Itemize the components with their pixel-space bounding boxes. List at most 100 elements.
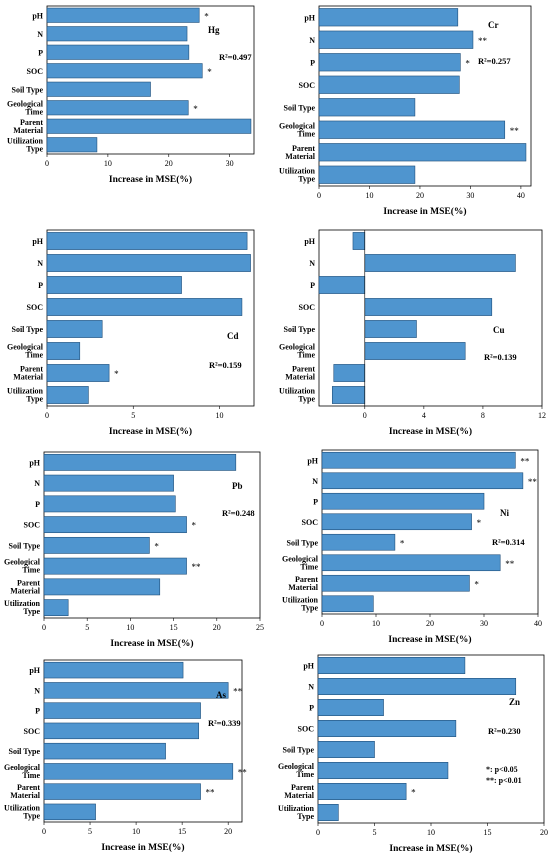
bar-parent-material: [46, 364, 110, 382]
category-label: pH: [29, 666, 40, 675]
bar-ph: [318, 8, 459, 27]
bar-utilization-type: [331, 386, 366, 404]
bar-soc: [364, 298, 493, 316]
category-label: Soil Type: [284, 103, 316, 112]
x-tick-label: 10: [216, 411, 224, 420]
element-label: Pb: [232, 481, 243, 491]
x-tick-label: 15: [484, 828, 492, 837]
x-tick-label: 4: [422, 411, 426, 420]
category-label: Parent Material: [10, 578, 41, 595]
category-label: SOC: [299, 81, 316, 90]
bar-soil-type: [46, 81, 151, 97]
bar-n: [321, 472, 524, 490]
x-tick-label: 0: [45, 411, 49, 420]
category-label: P: [309, 704, 314, 713]
x-axis-label: Increase in MSE(%): [388, 634, 471, 645]
chart-panel-cr: pH N ** P * SOC Soil Type Geological Time ** Paren…: [279, 5, 532, 217]
r-squared-label: R²=0.230: [488, 726, 521, 736]
x-tick-label: 20: [165, 159, 173, 168]
bar-n: [364, 254, 516, 272]
category-label: P: [310, 281, 315, 290]
bar-utilization-type: [43, 599, 69, 617]
significance-mark: *: [400, 538, 405, 548]
category-label: Utilization Type: [278, 804, 315, 821]
x-tick-label: 10: [372, 619, 380, 628]
plot-frame: [43, 659, 243, 823]
category-label: P: [310, 58, 315, 67]
bar-geological-time: [43, 763, 234, 780]
significance-mark: *: [193, 104, 198, 114]
bar-geological-time: [46, 100, 189, 116]
x-axis-label: Increase in MSE(%): [101, 842, 184, 853]
bar-p: [43, 702, 201, 719]
x-tick-label: 5: [88, 827, 92, 836]
bar-soil-type: [364, 320, 417, 338]
bar-geological-time: [46, 342, 81, 360]
x-tick-label: 0: [317, 191, 321, 200]
x-tick-label: 10: [427, 828, 435, 837]
x-tick-label: 20: [416, 191, 424, 200]
x-tick-label: 30: [480, 619, 488, 628]
bar-p: [46, 276, 182, 294]
category-label: pH: [304, 237, 315, 246]
category-label: Soil Type: [9, 747, 41, 756]
category-label: Utilization Type: [4, 803, 41, 820]
category-label: pH: [29, 458, 40, 467]
element-label: Cu: [493, 325, 505, 335]
chart-panel-hg: pH * NP SOC * Soil Type Geological Time * Parent M…: [7, 5, 255, 185]
category-label: Utilization Type: [279, 166, 316, 183]
bar-soil-type: [321, 533, 396, 551]
bar-p: [321, 492, 485, 510]
category-label: Soil Type: [9, 541, 41, 550]
category-label: N: [37, 259, 43, 268]
category-label: N: [34, 479, 40, 488]
bar-utilization-type: [317, 804, 339, 821]
significance-mark: **: [238, 767, 248, 777]
chart-panel-cu: pH N P SOC Soil Type Geological Time Parent Mate…: [279, 229, 546, 437]
category-label: SOC: [27, 67, 44, 76]
category-label: Parent Material: [10, 783, 41, 800]
significance-mark: **: [528, 477, 538, 487]
category-label: Geological Time: [7, 343, 44, 360]
x-tick-label: 5: [373, 828, 377, 837]
category-label: N: [308, 683, 314, 692]
category-label: Geological Time: [282, 554, 319, 571]
bar-n: [317, 678, 517, 695]
significance-legend: *: p<0.05: [486, 765, 518, 774]
bar-ph: [43, 453, 237, 471]
x-tick-label: 20: [213, 623, 221, 632]
bar-parent-material: [46, 118, 252, 134]
bar-ph: [46, 232, 248, 250]
plot-frame: [46, 5, 255, 155]
significance-mark: **: [478, 36, 488, 46]
significance-mark: *: [465, 58, 470, 68]
plot-frame: [43, 451, 261, 619]
plot-frame: [318, 5, 532, 187]
bar-geological-time: [317, 762, 449, 779]
category-label: pH: [307, 456, 318, 465]
x-axis-label: Increase in MSE(%): [383, 206, 466, 217]
category-label: pH: [304, 13, 315, 22]
bar-soil-type: [43, 742, 166, 760]
bar-p: [318, 53, 461, 72]
x-tick-label: 0: [316, 828, 320, 837]
category-label: Geological Time: [4, 558, 41, 575]
category-label: N: [309, 259, 315, 268]
bar-soc: [321, 513, 472, 531]
category-label: Utilization Type: [7, 387, 44, 404]
r-squared-label: R²=0.497: [219, 52, 252, 62]
significance-mark: **: [505, 559, 515, 569]
category-label: P: [35, 500, 40, 509]
significance-mark: **: [510, 126, 520, 136]
category-label: Parent Material: [13, 365, 44, 382]
bar-geological-time: [43, 557, 187, 575]
category-label: Soil Type: [287, 538, 319, 547]
significance-mark: *: [114, 369, 119, 379]
category-label: P: [35, 707, 40, 716]
category-label: Parent Material: [288, 575, 319, 592]
bar-parent-material: [43, 783, 201, 800]
category-label: SOC: [302, 518, 319, 527]
bar-n: [46, 254, 251, 272]
category-label: Parent Material: [285, 144, 316, 161]
bar-soc: [43, 516, 187, 534]
